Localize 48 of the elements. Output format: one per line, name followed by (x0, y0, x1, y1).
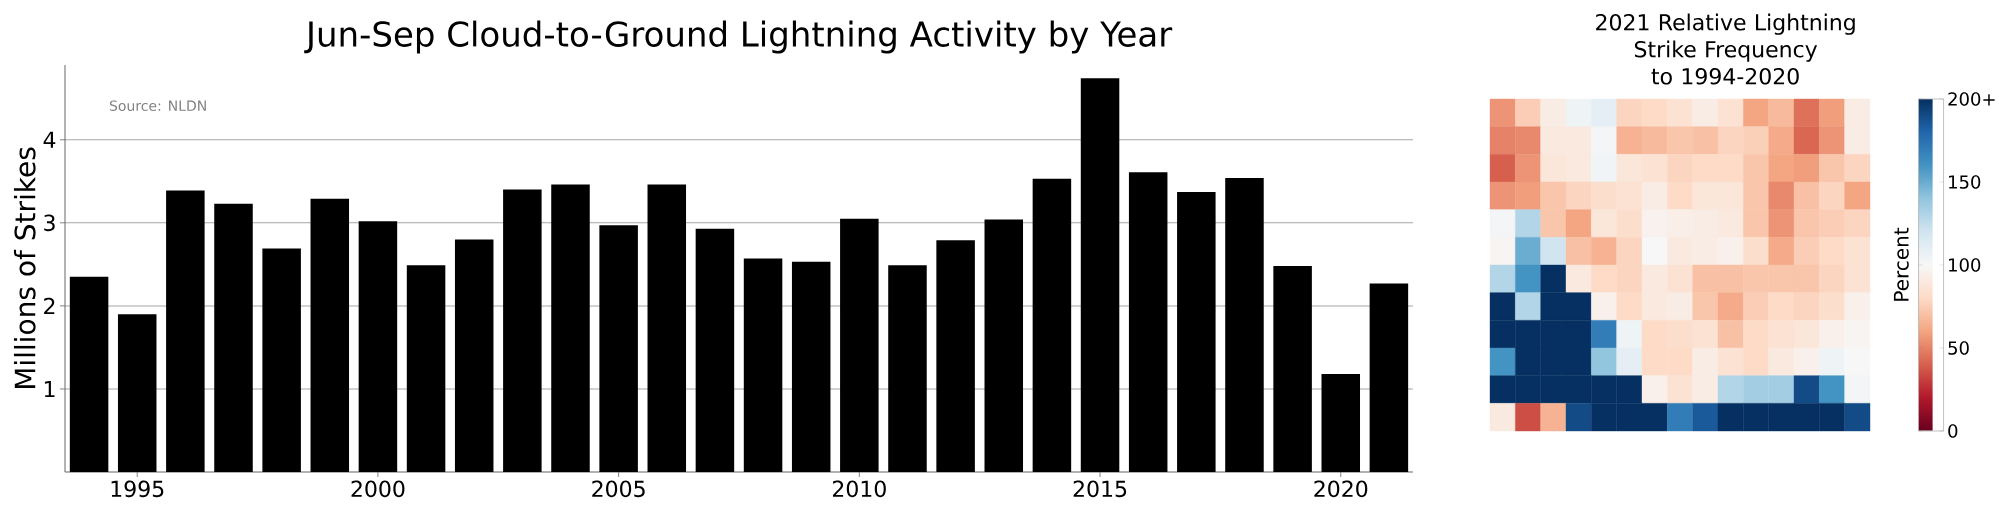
bar (743, 258, 783, 472)
bar (984, 219, 1024, 472)
x-tick-label: 2000 (351, 480, 405, 498)
bar (69, 276, 109, 472)
y-axis-title: Millions of Strikes (13, 147, 36, 389)
chart-title: Jun-Sep Cloud-to-Ground Lightning Activity by Year (304, 20, 1173, 54)
y-tick-label: 4 (43, 131, 56, 148)
x-tick-label: 2005 (592, 480, 645, 498)
bar (166, 190, 205, 472)
bar (599, 225, 638, 472)
bar (1321, 373, 1361, 472)
bar (1369, 283, 1409, 472)
y-tick-label: 3 (44, 214, 55, 232)
color-bar-label: 0 (1948, 424, 1958, 438)
bar (214, 203, 253, 472)
bar (262, 248, 301, 472)
annotation: Source: NLDN (109, 100, 206, 111)
bar (1177, 192, 1216, 472)
color-bar-title: Percent (1893, 227, 1909, 301)
bar (406, 265, 446, 472)
y-tick-label: 2 (44, 297, 55, 315)
bar (1032, 178, 1072, 472)
bar (454, 239, 494, 472)
x-tick-label: 2015 (1073, 480, 1127, 498)
y-tick-label: 1 (44, 380, 55, 397)
bar (695, 228, 735, 472)
x-tick-label: 2020 (1314, 480, 1368, 498)
bar (888, 265, 927, 472)
bar (551, 184, 590, 472)
bar (840, 218, 879, 472)
bar (1080, 78, 1120, 472)
bar (791, 261, 831, 472)
x-tick-label: 2010 (832, 480, 886, 498)
chart-title: 2021 Relative Lightning Strike Frequency to 1994-2020 (1596, 13, 1855, 85)
bar (310, 198, 350, 472)
bar (936, 240, 975, 472)
bar (1128, 172, 1168, 472)
color-bar-label: 50 (1948, 341, 1969, 355)
bar (358, 221, 398, 472)
bar (503, 189, 542, 472)
bar (117, 314, 157, 472)
color-bar-label: 100 (1949, 258, 1981, 272)
bar (1225, 177, 1264, 472)
bar (1273, 266, 1312, 472)
bar (647, 184, 687, 472)
color-bar-label: 150 (1949, 175, 1981, 189)
color-bar-label: 200+ (1948, 92, 1995, 106)
x-tick-label: 1995 (111, 480, 164, 498)
